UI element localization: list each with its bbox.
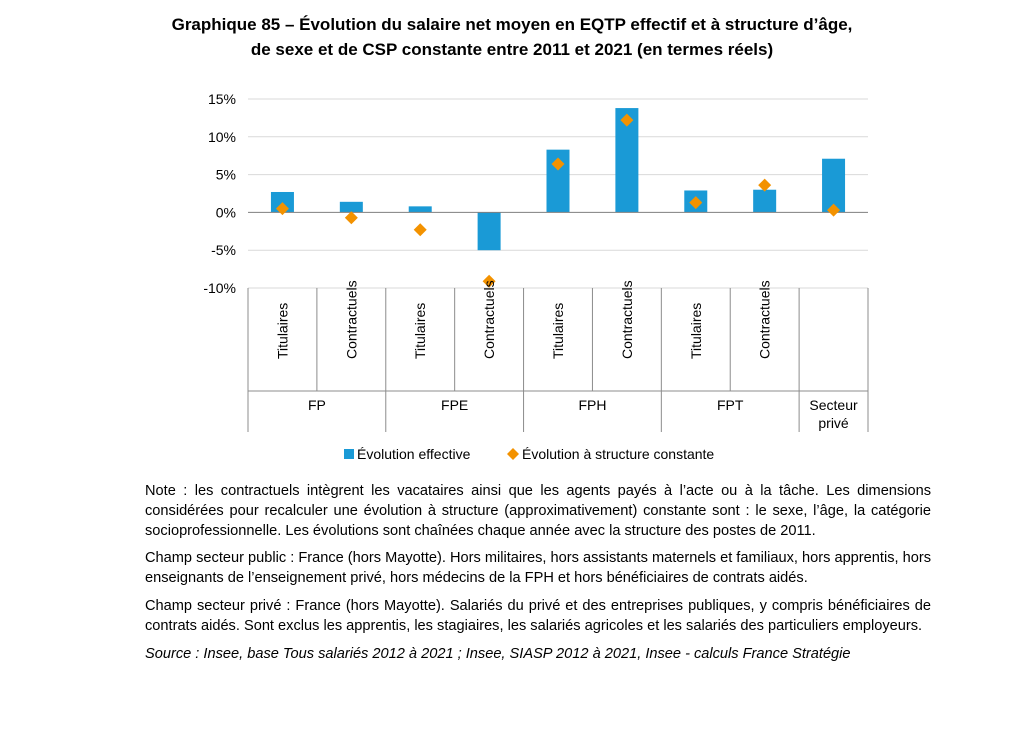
chart: 15% 10% 5% 0% -5% -10% Titulaires Contractuels… (203, 91, 869, 462)
chart-title: Graphique 85 – Évolution du salaire net … (0, 12, 1024, 62)
chart-title-line-2: de sexe et de CSP constante entre 2011 e… (250, 40, 774, 59)
category-label: Contractuels (343, 280, 359, 359)
marker (620, 113, 634, 127)
marker (551, 157, 565, 171)
group-label: privé (818, 415, 849, 431)
group-label: Secteur (809, 397, 858, 413)
champ-public-text: Champ secteur public : France (hors Mayo… (145, 550, 931, 587)
category-label: Titulaires (688, 303, 704, 359)
legend-swatch-bar (344, 449, 354, 459)
y-tick-label: -5% (211, 242, 236, 258)
marker (413, 223, 427, 237)
bar (546, 149, 570, 213)
legend-label: Évolution effective (357, 446, 471, 462)
legend-label: Évolution à structure constante (522, 446, 714, 462)
legend: Évolution effective Évolution à structure… (344, 446, 714, 462)
marker (344, 211, 358, 225)
y-tick-label: 10% (208, 129, 236, 145)
bar (477, 212, 501, 251)
y-tick-label: 0% (216, 204, 236, 220)
category-label: Titulaires (274, 303, 290, 359)
source-text: Source : Insee, base Tous salariés 2012 … (145, 645, 851, 662)
champ-prive-text: Champ secteur privé : France (hors Mayot… (145, 597, 931, 634)
group-label: FPH (578, 397, 606, 413)
bar (615, 108, 639, 213)
y-axis-tick-labels: 15% 10% 5% 0% -5% -10% (203, 91, 236, 296)
group-label: FPT (717, 397, 744, 413)
group-labels: FP FPE FPH FPT Secteur privé (308, 397, 858, 431)
category-label: Titulaires (550, 303, 566, 359)
marker (275, 202, 289, 216)
notes: Note : les contractuels intègrent les va… (145, 482, 931, 672)
category-label: Titulaires (412, 303, 428, 359)
legend-swatch-marker (507, 448, 519, 460)
bars-evolution-effective (270, 108, 846, 251)
marker (827, 203, 841, 217)
bar (408, 206, 432, 213)
group-label: FPE (441, 397, 468, 413)
note-text: Note : les contractuels intègrent les va… (145, 483, 931, 539)
y-tick-label: 15% (208, 91, 236, 107)
bar (822, 158, 846, 213)
marker (482, 274, 496, 288)
chart-title-line-1: Graphique 85 – Évolution du salaire net … (171, 15, 853, 34)
category-label: Contractuels (619, 280, 635, 359)
marker (689, 196, 703, 210)
bar (753, 189, 777, 213)
marker (758, 178, 772, 192)
y-tick-label: 5% (216, 167, 236, 183)
markers-evolution-structure-constante (275, 113, 841, 288)
category-labels: Titulaires Contractuels Titulaires Contract… (274, 280, 772, 359)
category-axis (247, 211, 869, 432)
category-label: Contractuels (757, 280, 773, 359)
group-label: FP (308, 397, 326, 413)
category-label: Contractuels (481, 280, 497, 359)
bar (339, 201, 363, 213)
y-tick-label: -10% (203, 280, 236, 296)
